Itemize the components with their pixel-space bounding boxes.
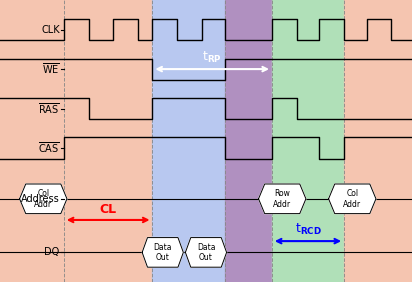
Text: Address: Address <box>21 194 60 204</box>
Polygon shape <box>19 184 67 214</box>
Text: CLK: CLK <box>41 25 60 35</box>
Bar <box>152 0 225 282</box>
Text: Data
Out: Data Out <box>197 243 215 262</box>
Bar <box>64 0 152 282</box>
Text: $\overline{\mathrm{CAS}}$: $\overline{\mathrm{CAS}}$ <box>38 141 60 155</box>
Polygon shape <box>259 184 306 214</box>
Text: Data
Out: Data Out <box>154 243 172 262</box>
Bar <box>0 0 64 282</box>
Polygon shape <box>185 237 227 267</box>
Text: CL: CL <box>100 203 117 216</box>
Text: Col
Addr: Col Addr <box>343 189 361 208</box>
Bar <box>272 0 344 282</box>
Text: $\mathrm{t}_{\mathbf{RP}}$: $\mathrm{t}_{\mathbf{RP}}$ <box>202 50 222 65</box>
Text: $\mathrm{t}_{\mathbf{RCD}}$: $\mathrm{t}_{\mathbf{RCD}}$ <box>295 222 321 237</box>
Text: Col
Addr: Col Addr <box>34 189 52 208</box>
Bar <box>344 0 412 282</box>
Text: Row
Addr: Row Addr <box>273 189 291 208</box>
Text: $\overline{\mathrm{RAS}}$: $\overline{\mathrm{RAS}}$ <box>38 101 60 116</box>
Polygon shape <box>328 184 376 214</box>
Bar <box>225 0 272 282</box>
Text: $\overline{\mathrm{WE}}$: $\overline{\mathrm{WE}}$ <box>42 62 60 76</box>
Polygon shape <box>142 237 183 267</box>
Text: DQ: DQ <box>44 247 60 257</box>
